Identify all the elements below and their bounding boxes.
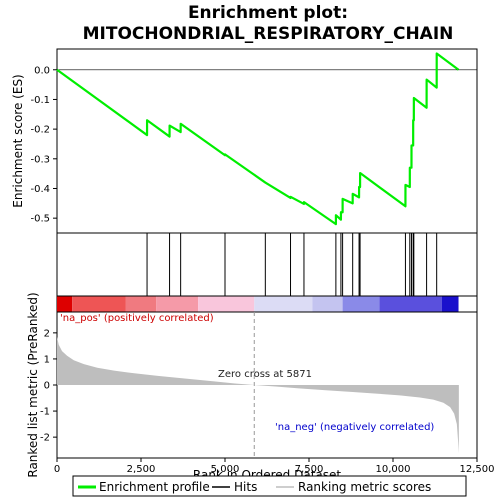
- x-tick-label: 2,500: [127, 464, 156, 475]
- neg-correlated-label: 'na_neg' (negatively correlated): [275, 422, 434, 433]
- legend-hits-label: Hits: [234, 480, 257, 494]
- es-y-tick-label: -0.1: [30, 95, 50, 106]
- metric-y-tick-label: 1: [44, 354, 50, 365]
- rank-bar-segment: [380, 297, 442, 312]
- es-y-tick-label: -0.2: [30, 125, 50, 136]
- rank-bar-segment: [198, 297, 254, 312]
- es-y-axis-label: Enrichment score (ES): [11, 74, 25, 207]
- metric-y-ticks: 2 1 0 -1 -2: [40, 328, 57, 443]
- es-y-tick-label: -0.4: [30, 184, 50, 195]
- x-tick-label: 12,500: [460, 464, 495, 475]
- rank-color-bar: [57, 297, 459, 312]
- rank-bar-segment: [343, 297, 380, 312]
- chart-title-line1: Enrichment plot:: [188, 3, 348, 23]
- metric-y-axis-label: Ranked list metric (PreRanked): [26, 292, 40, 477]
- metric-y-tick-label: 0: [44, 381, 50, 392]
- x-tick-label: 0: [54, 464, 60, 475]
- rank-bar-segment: [442, 297, 459, 312]
- rank-bar-segment: [126, 297, 156, 312]
- rank-bar-segment: [254, 297, 312, 312]
- legend-enrichment-label: Enrichment profile: [99, 480, 210, 494]
- metric-y-tick-label: -2: [40, 433, 50, 444]
- es-y-tick-label: 0.0: [34, 65, 50, 76]
- rank-bar-segment: [156, 297, 198, 312]
- es-y-tick-label: -0.3: [30, 154, 50, 165]
- metric-y-tick-label: 2: [44, 328, 50, 339]
- rank-bar-segment: [312, 297, 342, 312]
- es-y-ticks: 0.0 -0.1 -0.2 -0.3 -0.4 -0.5: [30, 65, 57, 224]
- chart-title-line2: MITOCHONDRIAL_RESPIRATORY_CHAIN: [83, 24, 454, 44]
- pos-correlated-label: 'na_pos' (positively correlated): [60, 313, 214, 324]
- x-tick-label: 10,000: [376, 464, 411, 475]
- legend-metric-label: Ranking metric scores: [298, 480, 431, 494]
- rank-bar-segment: [57, 297, 72, 312]
- rank-bar-segment: [72, 297, 126, 312]
- es-y-tick-label: -0.5: [30, 214, 50, 225]
- zero-cross-label: Zero cross at 5871: [218, 369, 312, 380]
- metric-y-tick-label: -1: [40, 407, 50, 418]
